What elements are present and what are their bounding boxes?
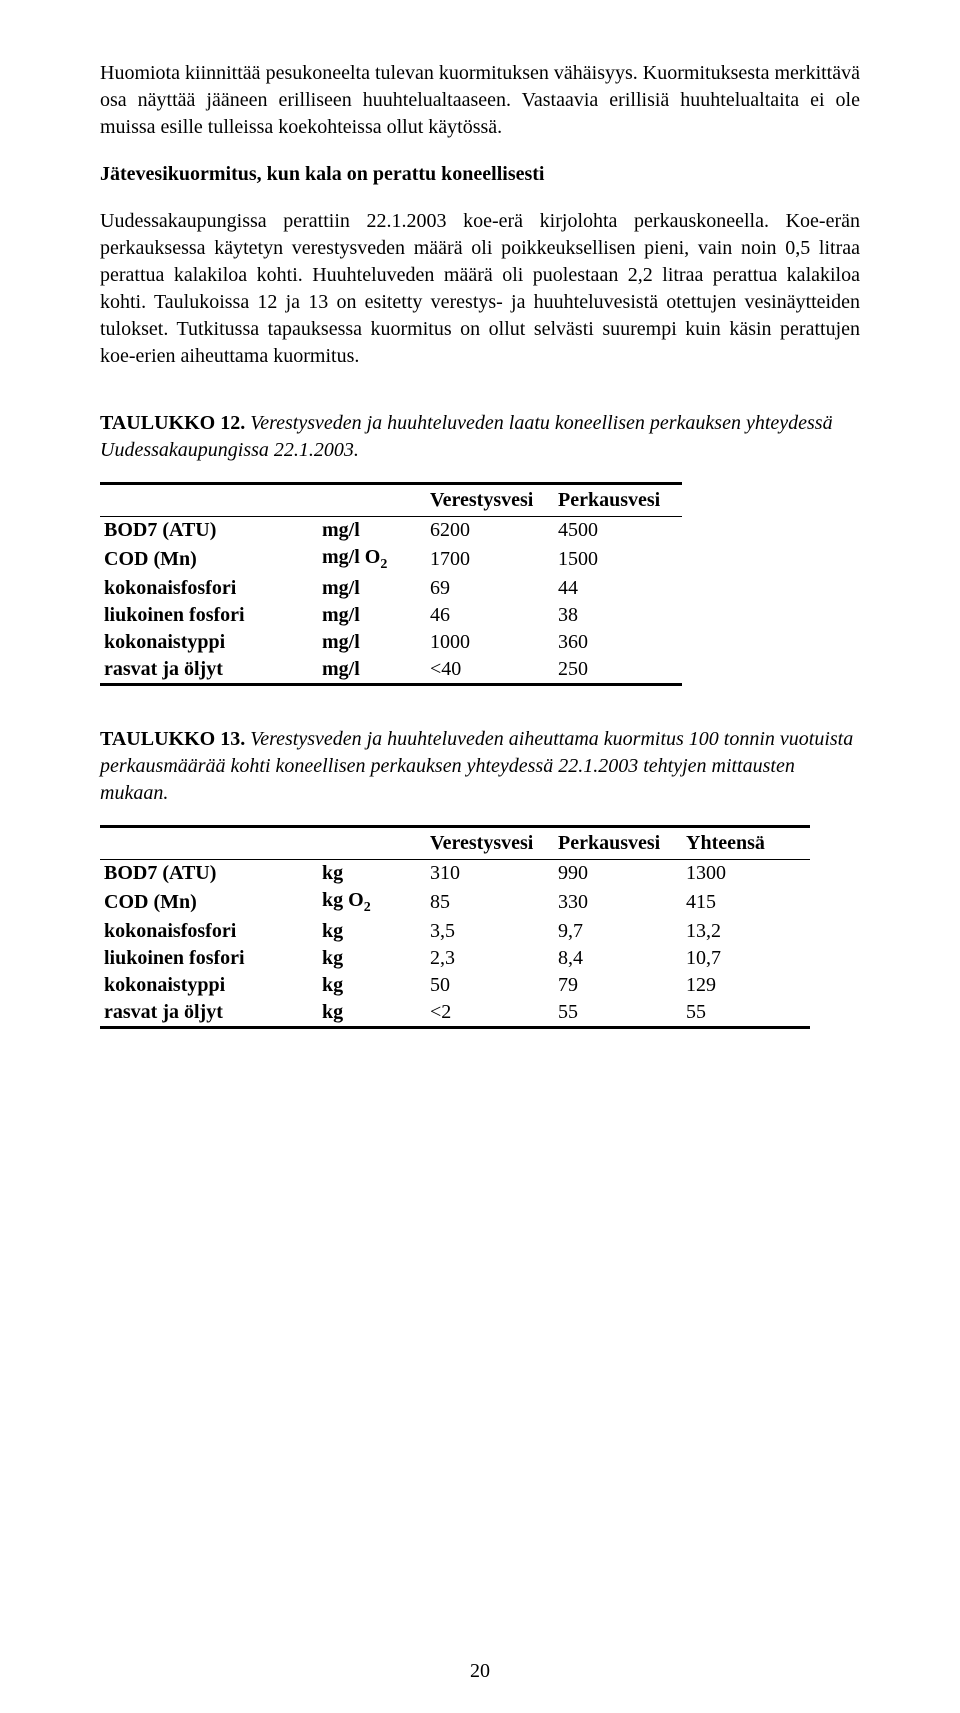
table12-caption: TAULUKKO 12. Verestysveden ja huuhteluve…	[100, 410, 860, 464]
cell-value: 69	[426, 575, 554, 602]
cell-param: BOD7 (ATU)	[100, 860, 318, 888]
paragraph-intro: Huomiota kiinnittää pesukoneelta tulevan…	[100, 60, 860, 141]
table12-header-col2: Perkausvesi	[554, 484, 682, 517]
table13-header-blank1	[100, 827, 318, 860]
cell-value: 4500	[554, 517, 682, 545]
table12-body: BOD7 (ATU)mg/l62004500COD (Mn)mg/l O2170…	[100, 517, 682, 685]
cell-unit: mg/l	[318, 517, 426, 545]
page-number: 20	[100, 1660, 860, 1683]
cell-value: <2	[426, 999, 554, 1028]
table13-caption-label: TAULUKKO 13.	[100, 728, 245, 750]
cell-value: 55	[682, 999, 810, 1028]
table13-header-col1: Verestysvesi	[426, 827, 554, 860]
cell-param: liukoinen fosfori	[100, 945, 318, 972]
cell-value: <40	[426, 656, 554, 685]
table12-header-blank1	[100, 484, 318, 517]
cell-unit: kg	[318, 918, 426, 945]
section-heading: Jätevesikuormitus, kun kala on perattu k…	[100, 163, 860, 186]
cell-value: 330	[554, 887, 682, 918]
cell-value: 44	[554, 575, 682, 602]
cell-value: 10,7	[682, 945, 810, 972]
cell-unit: kg	[318, 972, 426, 999]
cell-param: BOD7 (ATU)	[100, 517, 318, 545]
cell-unit: kg	[318, 860, 426, 888]
cell-unit: kg	[318, 999, 426, 1028]
table-row: kokonaistyppikg5079129	[100, 972, 810, 999]
cell-value: 250	[554, 656, 682, 685]
table-row: BOD7 (ATU)kg3109901300	[100, 860, 810, 888]
cell-value: 1500	[554, 544, 682, 575]
table-row: rasvat ja öljytmg/l<40250	[100, 656, 682, 685]
paragraph-body: Uudessakaupungissa perattiin 22.1.2003 k…	[100, 208, 860, 370]
cell-value: 129	[682, 972, 810, 999]
cell-value: 360	[554, 629, 682, 656]
cell-value: 415	[682, 887, 810, 918]
cell-value: 3,5	[426, 918, 554, 945]
cell-value: 8,4	[554, 945, 682, 972]
cell-value: 1700	[426, 544, 554, 575]
table-row: rasvat ja öljytkg<25555	[100, 999, 810, 1028]
cell-unit: kg O2	[318, 887, 426, 918]
table13-body: BOD7 (ATU)kg3109901300COD (Mn)kg O285330…	[100, 860, 810, 1028]
table13-header-col3: Yhteensä	[682, 827, 810, 860]
cell-value: 990	[554, 860, 682, 888]
table-row: kokonaisfosforikg3,59,713,2	[100, 918, 810, 945]
cell-param: liukoinen fosfori	[100, 602, 318, 629]
cell-param: rasvat ja öljyt	[100, 656, 318, 685]
table-row: BOD7 (ATU)mg/l62004500	[100, 517, 682, 545]
cell-value: 1000	[426, 629, 554, 656]
table13-caption: TAULUKKO 13. Verestysveden ja huuhteluve…	[100, 726, 860, 807]
table12: Verestysvesi Perkausvesi BOD7 (ATU)mg/l6…	[100, 482, 682, 686]
table-row: liukoinen fosforikg2,38,410,7	[100, 945, 810, 972]
cell-value: 85	[426, 887, 554, 918]
cell-value: 2,3	[426, 945, 554, 972]
table-row: kokonaistyppimg/l1000360	[100, 629, 682, 656]
cell-value: 50	[426, 972, 554, 999]
cell-unit: mg/l	[318, 575, 426, 602]
cell-value: 13,2	[682, 918, 810, 945]
cell-param: kokonaistyppi	[100, 629, 318, 656]
cell-value: 1300	[682, 860, 810, 888]
table13: Verestysvesi Perkausvesi Yhteensä BOD7 (…	[100, 825, 810, 1029]
table12-caption-label: TAULUKKO 12.	[100, 412, 245, 434]
cell-param: rasvat ja öljyt	[100, 999, 318, 1028]
table13-header-row: Verestysvesi Perkausvesi Yhteensä	[100, 827, 810, 860]
cell-unit: mg/l	[318, 602, 426, 629]
table13-header-col2: Perkausvesi	[554, 827, 682, 860]
cell-value: 310	[426, 860, 554, 888]
cell-param: kokonaisfosfori	[100, 575, 318, 602]
cell-value: 55	[554, 999, 682, 1028]
cell-value: 79	[554, 972, 682, 999]
table12-header-blank2	[318, 484, 426, 517]
cell-unit: mg/l O2	[318, 544, 426, 575]
cell-unit: kg	[318, 945, 426, 972]
cell-param: kokonaisfosfori	[100, 918, 318, 945]
table-row: COD (Mn)kg O285330415	[100, 887, 810, 918]
cell-unit: mg/l	[318, 656, 426, 685]
cell-value: 6200	[426, 517, 554, 545]
cell-param: COD (Mn)	[100, 544, 318, 575]
table13-header-blank2	[318, 827, 426, 860]
cell-param: COD (Mn)	[100, 887, 318, 918]
cell-param: kokonaistyppi	[100, 972, 318, 999]
cell-value: 46	[426, 602, 554, 629]
cell-value: 9,7	[554, 918, 682, 945]
cell-unit: mg/l	[318, 629, 426, 656]
table12-header-col1: Verestysvesi	[426, 484, 554, 517]
table-row: kokonaisfosforimg/l6944	[100, 575, 682, 602]
document-page: Huomiota kiinnittää pesukoneelta tulevan…	[0, 0, 960, 1713]
table-row: COD (Mn)mg/l O217001500	[100, 544, 682, 575]
table-row: liukoinen fosforimg/l4638	[100, 602, 682, 629]
cell-value: 38	[554, 602, 682, 629]
table12-header-row: Verestysvesi Perkausvesi	[100, 484, 682, 517]
